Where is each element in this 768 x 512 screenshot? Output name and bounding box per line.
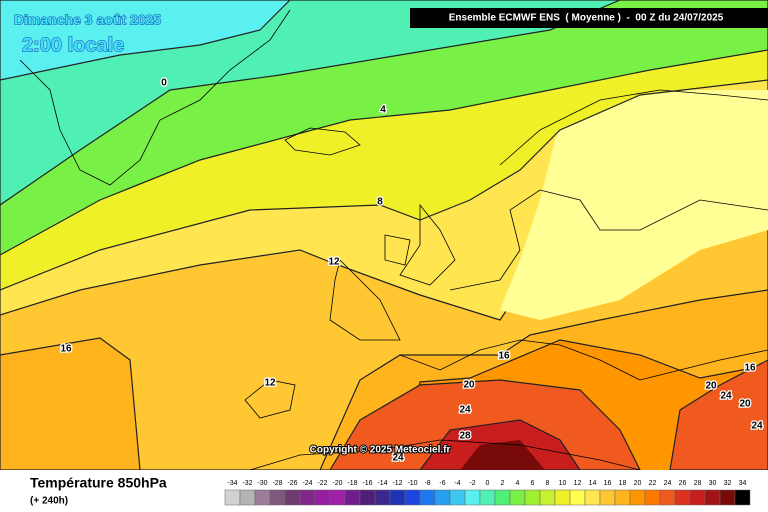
legend-swatch — [524, 489, 541, 506]
model-info: Ensemble ECMWF ENS ( Moyenne ) - 00 Z du… — [449, 13, 724, 24]
legend-swatch — [689, 489, 706, 506]
legend-swatch — [314, 489, 331, 506]
legend-label: -34 — [227, 480, 237, 487]
legend-swatch — [644, 489, 661, 506]
legend-swatch — [299, 489, 316, 506]
legend-label: 14 — [589, 480, 597, 487]
legend-swatch — [464, 489, 481, 506]
legend-swatch — [704, 489, 721, 506]
legend-label: 6 — [531, 480, 535, 487]
legend-label: 22 — [649, 480, 657, 487]
legend-label: -2 — [469, 480, 475, 487]
legend-label: 4 — [516, 480, 520, 487]
legend-swatch — [629, 489, 646, 506]
legend-swatch — [539, 489, 556, 506]
contour-label: 12 — [328, 257, 340, 268]
legend-swatch — [224, 489, 241, 506]
legend-swatch — [719, 489, 736, 506]
footer-subtitle: (+ 240h) — [30, 496, 68, 507]
legend-label: 32 — [724, 480, 732, 487]
date: Dimanche 3 août 2025 — [14, 12, 161, 28]
legend-swatch — [239, 489, 256, 506]
legend-swatch — [494, 489, 511, 506]
legend-swatch — [569, 489, 586, 506]
legend-label: 12 — [574, 480, 582, 487]
legend-swatch — [419, 489, 436, 506]
legend-swatch — [284, 489, 301, 506]
legend-swatch — [554, 489, 571, 506]
contour-label: 24 — [751, 421, 763, 432]
legend-swatch — [479, 489, 496, 506]
legend-label: 28 — [694, 480, 702, 487]
legend-swatch — [389, 489, 406, 506]
legend-label: -32 — [242, 480, 252, 487]
legend-swatch — [404, 489, 421, 506]
legend-swatch — [344, 489, 361, 506]
legend-label: 8 — [546, 480, 550, 487]
legend-label: -16 — [362, 480, 372, 487]
legend-label: 2 — [501, 480, 505, 487]
contour-label: 0 — [161, 78, 167, 89]
legend-swatch — [269, 489, 286, 506]
legend-swatch — [584, 489, 601, 506]
contour-label: 24 — [459, 405, 471, 416]
contour-label: 20 — [705, 381, 717, 392]
contour-label: 16 — [60, 344, 72, 355]
legend-label: 16 — [604, 480, 612, 487]
legend-label: -22 — [317, 480, 327, 487]
legend-label: -18 — [347, 480, 357, 487]
legend-label: 30 — [709, 480, 717, 487]
temperature-field — [0, 0, 768, 471]
legend-swatch — [509, 489, 526, 506]
contour-label: 28 — [459, 431, 471, 442]
legend-swatch — [674, 489, 691, 506]
legend-swatch — [734, 489, 751, 506]
legend-swatch — [329, 489, 346, 506]
contour-label: 16 — [498, 351, 510, 362]
coastlines — [19, 9, 768, 471]
legend-swatch — [254, 489, 271, 506]
legend-label: 18 — [619, 480, 627, 487]
contour-label: 16 — [744, 363, 756, 374]
header-box — [410, 8, 768, 28]
contour-label: 4 — [380, 105, 386, 116]
legend-label: -26 — [287, 480, 297, 487]
contour-label: 8 — [377, 197, 383, 208]
contour-label: 24 — [392, 453, 404, 464]
legend-label: 34 — [739, 480, 747, 487]
legend-label: -4 — [454, 480, 460, 487]
legend-label: -8 — [424, 480, 430, 487]
legend-swatch — [449, 489, 466, 506]
legend-swatch — [599, 489, 616, 506]
footer-title: Température 850hPa — [30, 475, 167, 491]
legend-swatch — [359, 489, 376, 506]
legend-swatch — [434, 489, 451, 506]
legend-label: -14 — [377, 480, 387, 487]
legend-label: 10 — [559, 480, 567, 487]
legend-label: -20 — [332, 480, 342, 487]
time: 2:00 locale — [22, 34, 124, 56]
contour-label: 20 — [739, 399, 751, 410]
legend-label: 26 — [679, 480, 687, 487]
legend-label: 20 — [634, 480, 642, 487]
legend-label: -30 — [257, 480, 267, 487]
contour-label: 12 — [264, 378, 276, 389]
contour-label: 24 — [720, 391, 732, 402]
copyright: Copyright © 2025 Meteociel.fr — [310, 445, 451, 456]
legend-label: -10 — [407, 480, 417, 487]
legend-label: 24 — [664, 480, 672, 487]
legend: -34 -32 -30 -28 -26 -24 -22 -20 -18 -16 -14 -12 -10-… — [224, 480, 751, 506]
legend-label: -6 — [439, 480, 445, 487]
legend-label: -24 — [302, 480, 312, 487]
legend-label: -12 — [392, 480, 402, 487]
legend-label: 0 — [486, 480, 490, 487]
legend-swatch — [374, 489, 391, 506]
contour-label: 20 — [463, 380, 475, 391]
legend-swatch — [614, 489, 631, 506]
legend-label: -28 — [272, 480, 282, 487]
legend-swatch — [659, 489, 676, 506]
